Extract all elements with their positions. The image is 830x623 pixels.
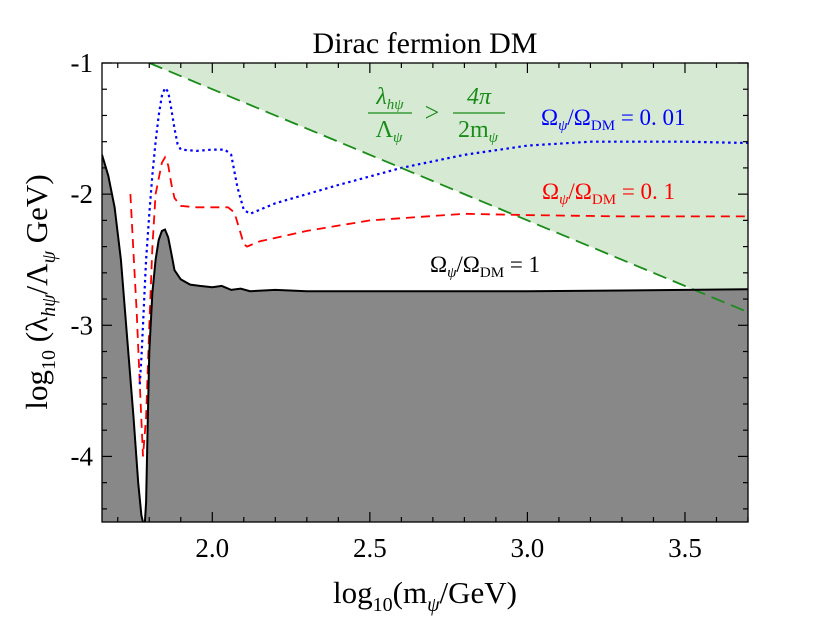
- y-tick-label: -2: [71, 179, 94, 209]
- omega-0.1-label: Ωψ/ΩDM = 0. 1: [542, 179, 675, 208]
- y-tick-label: -4: [71, 441, 94, 471]
- y-tick-label: -1: [71, 48, 94, 78]
- x-tick-label: 3.0: [511, 533, 545, 563]
- y-tick-label: -3: [71, 310, 94, 340]
- x-tick-label: 2.5: [353, 533, 387, 563]
- chart-title: Dirac fermion DM: [313, 27, 538, 60]
- svg-text:λhψ: λhψ: [375, 84, 404, 113]
- y-axis-label: log10 (λhψ/Λψ GeV): [19, 174, 60, 409]
- omega-0.01-label: Ωψ/ΩDM = 0. 01: [541, 105, 686, 134]
- series-line-bound: [148, 63, 748, 314]
- svg-text:>: >: [425, 98, 440, 127]
- bound-annotation: λhψ Λψ > 4π 2mψ: [368, 84, 505, 146]
- x-tick-label: 3.5: [668, 533, 702, 563]
- series-line-omega-0.1: [129, 155, 748, 457]
- excluded-region: [102, 154, 748, 522]
- svg-text:2mψ: 2mψ: [458, 117, 499, 146]
- series-line-omega-1: [102, 154, 748, 522]
- omega-1-label: Ωψ/ΩDM = 1: [430, 252, 540, 281]
- plot-frame: [101, 62, 749, 523]
- svg-text:Λψ: Λψ: [376, 117, 403, 146]
- x-tick-label: 2.0: [195, 533, 229, 563]
- x-axis-label: log10(mψ/GeV): [333, 575, 517, 616]
- axis-tick-labels: 2.0 2.5 3.0 3.5 -1 -2 -3 -4: [71, 48, 702, 563]
- axis-ticks: [102, 62, 749, 522]
- svg-text:4π: 4π: [467, 84, 492, 110]
